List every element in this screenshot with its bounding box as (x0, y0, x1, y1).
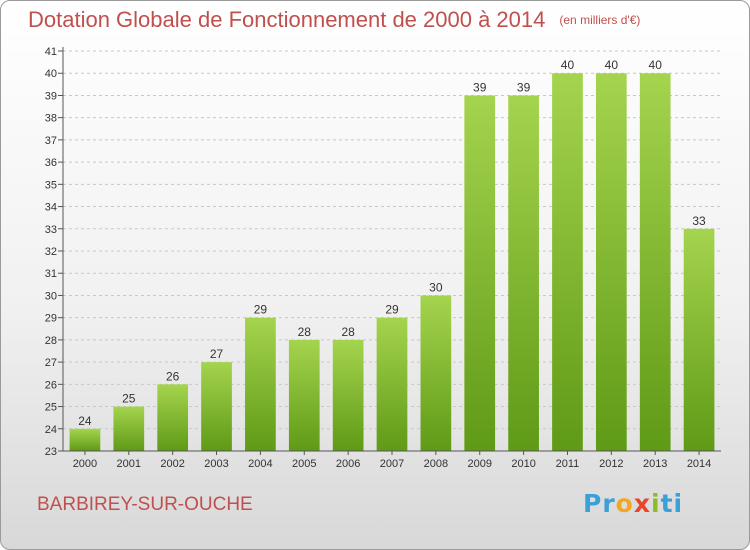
place-name: BARBIREY-SUR-OUCHE (37, 494, 253, 515)
x-tick-label: 2001 (117, 458, 141, 470)
x-tick-label: 2011 (556, 458, 580, 470)
bar (464, 95, 496, 451)
y-tick-label: 39 (45, 90, 57, 102)
x-tick-label: 2000 (73, 458, 97, 470)
x-tick-label: 2012 (599, 458, 623, 470)
y-tick-label: 29 (45, 313, 57, 325)
bar (201, 362, 232, 451)
y-tick-label: 34 (45, 202, 57, 214)
bar-value-label: 40 (561, 58, 575, 72)
proxiti-logo[interactable]: Proxiti (583, 489, 683, 518)
y-tick-label: 33 (45, 224, 57, 236)
x-tick-label: 2006 (336, 458, 360, 470)
bar-value-label: 30 (429, 280, 443, 294)
y-tick-label: 36 (45, 157, 57, 169)
bar-value-label: 25 (122, 392, 136, 406)
y-axis: 23 24 25 26 27 28 29 30 31 32 33 34 35 36 37 38 39 40 41 (45, 46, 64, 458)
y-tick-label: 35 (45, 179, 57, 191)
y-tick-label: 27 (45, 357, 57, 369)
bar (69, 428, 101, 451)
x-tick-label: 2008 (424, 458, 448, 470)
y-tick-label: 24 (45, 424, 57, 436)
bar-value-label: 39 (517, 80, 531, 94)
bars: 24 25 26 27 29 28 28 29 30 39 39 40 40 40 33 (69, 58, 715, 451)
bar (288, 339, 320, 451)
y-tick-label: 25 (45, 402, 57, 414)
y-tick-label: 37 (45, 135, 57, 147)
bar-value-label: 33 (692, 214, 706, 228)
bar-value-label: 28 (341, 325, 355, 339)
bar (245, 317, 276, 451)
x-tick-label: 2013 (643, 458, 667, 470)
chart-subtitle: (en milliers d'€) (559, 13, 641, 27)
x-tick-label: 2003 (204, 458, 228, 470)
logo-part-5: ti (660, 489, 684, 518)
bar (552, 73, 583, 451)
bar-value-label: 39 (473, 80, 487, 94)
bar-value-label: 40 (605, 58, 619, 72)
y-tick-label: 28 (45, 335, 57, 347)
x-tick-label: 2009 (467, 458, 491, 470)
bar (420, 295, 452, 451)
x-tick-label: 2010 (511, 458, 535, 470)
bar (595, 73, 627, 451)
x-axis: 2000 2001 2002 2003 2004 2005 2006 2007 2008 2009… (63, 450, 721, 470)
logo-part-2: o (615, 489, 634, 518)
bar-value-label: 29 (254, 303, 268, 317)
bar (332, 339, 364, 451)
y-tick-label: 41 (45, 46, 57, 58)
bar-value-label: 29 (385, 303, 399, 317)
chart-title: Dotation Globale de Fonctionnement de 20… (28, 7, 640, 33)
bar-value-label: 24 (78, 414, 92, 428)
y-tick-label: 30 (45, 290, 57, 302)
y-tick-label: 26 (45, 379, 57, 391)
bar (376, 317, 408, 451)
x-tick-label: 2007 (380, 458, 404, 470)
y-tick-label: 23 (45, 446, 57, 458)
bar (683, 228, 715, 451)
bar-value-label: 28 (298, 325, 312, 339)
x-tick-label: 2004 (248, 458, 272, 470)
bar (508, 95, 539, 451)
x-tick-label: 2014 (687, 458, 711, 470)
logo-part-1: Pr (583, 489, 616, 518)
bar (639, 73, 671, 451)
bar (113, 406, 145, 451)
y-tick-label: 32 (45, 246, 57, 258)
bar-value-label: 40 (649, 58, 663, 72)
y-tick-label: 31 (45, 268, 57, 280)
bar (157, 384, 189, 451)
logo-part-4: i (650, 489, 661, 518)
bar-value-label: 26 (166, 369, 180, 383)
x-tick-label: 2002 (160, 458, 184, 470)
y-tick-label: 38 (45, 113, 57, 125)
logo-part-3: x (633, 489, 651, 518)
y-tick-label: 40 (45, 68, 57, 80)
x-tick-label: 2005 (292, 458, 316, 470)
bar-value-label: 27 (210, 347, 224, 361)
chart-title-text: Dotation Globale de Fonctionnement de 20… (28, 7, 546, 32)
